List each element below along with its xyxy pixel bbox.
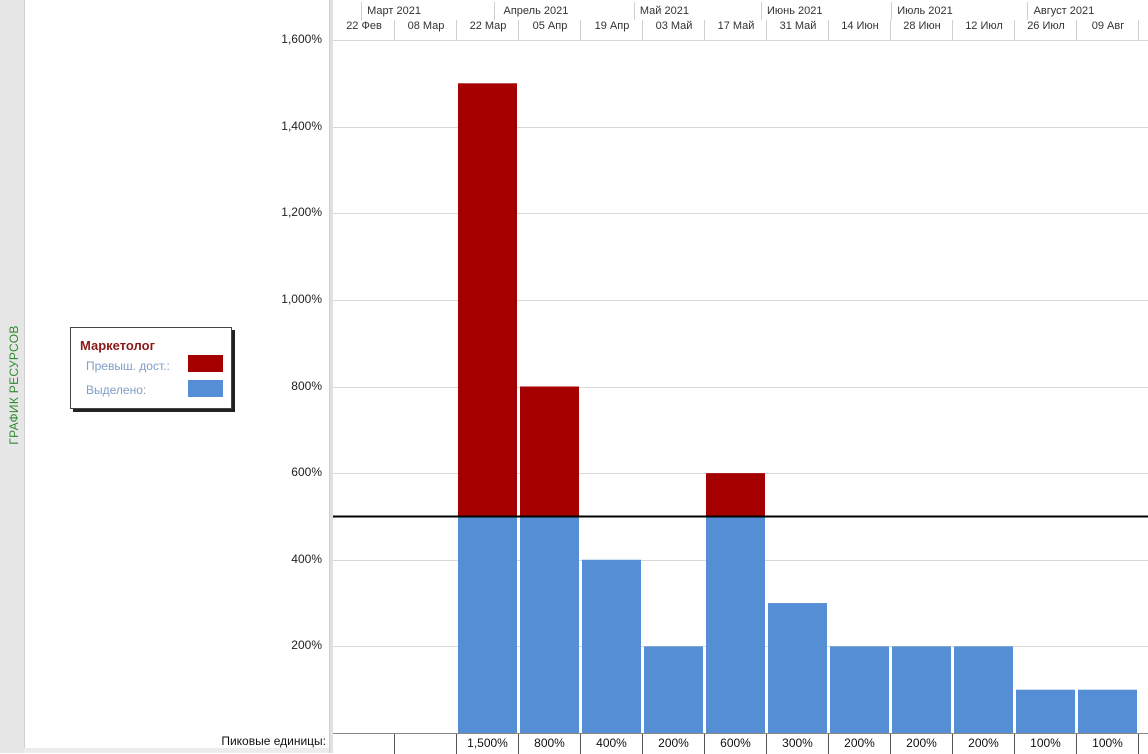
timescale-minor-tick: 26 Июл — [1027, 20, 1065, 32]
timescale-minor-separator — [580, 20, 581, 40]
peak-units-cell: 200% — [643, 734, 705, 754]
timescale-minor-separator — [518, 20, 519, 40]
y-tick-label: 200% — [291, 638, 322, 653]
legend: Маркетолог Превыш. дост.: Выделено: — [70, 327, 232, 409]
peak-units-cell: 200% — [829, 734, 891, 754]
timescale-minor-tick: 09 Авг — [1091, 20, 1125, 32]
legend-allocated-label: Выделено: — [86, 383, 147, 397]
timescale-minor-tick: 19 Апр — [594, 20, 630, 32]
y-tick-label: 1,600% — [281, 32, 322, 46]
resource-graph-side-strip: ГРАФИК РЕСУРСОВ — [0, 0, 25, 753]
legend-overallocated-label: Превыш. дост.: — [86, 359, 170, 373]
bar-overallocated — [458, 83, 517, 517]
peak-units-cell: 800% — [519, 734, 581, 754]
peak-units-cell: 1,500% — [457, 734, 519, 754]
bar-allocated — [706, 516, 765, 733]
timescale-minor-separator — [1076, 20, 1077, 40]
timescale-minor-separator — [766, 20, 767, 40]
timescale-minor-tick: 05 Апр — [532, 20, 568, 32]
timescale-major-tick: Апрель 2021 — [503, 5, 569, 17]
y-tick-label: 600% — [291, 465, 322, 480]
timescale-minor-tick: 31 Май — [779, 20, 817, 32]
timescale-minor-tick: 08 Мар — [407, 20, 445, 32]
legend-title: Маркетолог — [80, 338, 155, 353]
bar-allocated — [954, 646, 1013, 733]
bar-allocated — [520, 516, 579, 733]
peak-units-cell — [333, 734, 395, 754]
peak-units-cell: 300% — [767, 734, 829, 754]
peak-units-label: Пиковые единицы: — [221, 734, 326, 748]
resource-graph-chart — [333, 40, 1148, 733]
timescale-major-tick: Июнь 2021 — [767, 5, 823, 17]
timescale-header[interactable]: 22 Фев 08 Мар 22 Мар 05 Апр 19 Апр 03 Май 17 М… — [333, 0, 1148, 41]
peak-units-cell: 400% — [581, 734, 643, 754]
timescale-major-separator — [494, 2, 496, 20]
peak-units-cell: 200% — [891, 734, 953, 754]
bar-allocated — [644, 646, 703, 733]
timescale-major-separator — [891, 2, 892, 20]
timescale-minor-tick: 28 Июн — [903, 20, 941, 32]
peak-units-cell: 100% — [1015, 734, 1077, 754]
timescale-major-separator — [1027, 2, 1029, 20]
y-axis-labels: 200% 400% 600% 800% 1,000% 1,200% 1,400% 1,600% — [200, 0, 325, 753]
timescale-minor-tick: 14 Июн — [841, 20, 879, 32]
timescale-minor-separator — [828, 20, 829, 40]
bar-allocated — [892, 646, 951, 733]
bar-allocated — [1078, 689, 1137, 733]
y-tick-label: 1,400% — [281, 118, 322, 133]
pane-splitter[interactable] — [329, 0, 333, 753]
timescale-major-tick: Май 2021 — [639, 5, 689, 17]
timescale-major-tick: Июль 2021 — [897, 5, 953, 17]
legend-allocated-swatch — [188, 380, 223, 397]
peak-units-cell: 600% — [705, 734, 767, 754]
timescale-major-separator — [633, 2, 635, 20]
timescale-minor-separator — [952, 20, 953, 40]
timescale-minor-tick: 12 Июл — [965, 20, 1003, 32]
timescale-minor-tick: 03 Май — [655, 20, 693, 32]
y-tick-label: 400% — [291, 551, 322, 566]
timescale-minor-separator — [394, 20, 395, 40]
y-tick-label: 800% — [291, 378, 322, 393]
y-tick-label: 1,200% — [281, 205, 322, 220]
timescale-minor-separator — [1138, 20, 1139, 40]
bar-allocated — [1016, 689, 1075, 733]
horizontal-scrollbar[interactable] — [24, 748, 329, 753]
timescale-major-tick: Март 2021 — [367, 5, 421, 17]
bar-overallocated — [706, 473, 765, 517]
timescale-minor-separator — [704, 20, 705, 40]
bar-overallocated — [520, 386, 579, 517]
timescale-minor-tick: 17 Май — [717, 20, 755, 32]
bar-allocated — [830, 646, 889, 733]
timescale-major-separator — [760, 2, 762, 20]
bar-allocated — [458, 516, 517, 733]
legend-overallocated-swatch — [188, 355, 223, 372]
timescale-minor-separator — [1014, 20, 1015, 40]
timescale-major-separator — [360, 2, 362, 20]
timescale-minor-separator — [890, 20, 891, 40]
bar-allocated — [768, 603, 827, 733]
timescale-minor-separator — [456, 20, 457, 40]
peak-units-cell: 100% — [1077, 734, 1139, 754]
timescale-minor-tick: 22 Мар — [469, 20, 507, 32]
timescale-major-tick: Август 2021 — [1033, 5, 1095, 17]
peak-units-cell — [395, 734, 457, 754]
timescale-minor-tick: 22 Фев — [346, 20, 382, 32]
peak-units-cell: 200% — [953, 734, 1015, 754]
y-tick-label: 1,000% — [281, 291, 322, 306]
peak-units-row: 1,500% 800% 400% 200% 600% 300% 200% 200% 200% 10… — [333, 733, 1148, 754]
view-name-label: ГРАФИК РЕСУРСОВ — [7, 325, 21, 445]
bar-allocated — [582, 559, 641, 733]
timescale-minor-separator — [642, 20, 643, 40]
